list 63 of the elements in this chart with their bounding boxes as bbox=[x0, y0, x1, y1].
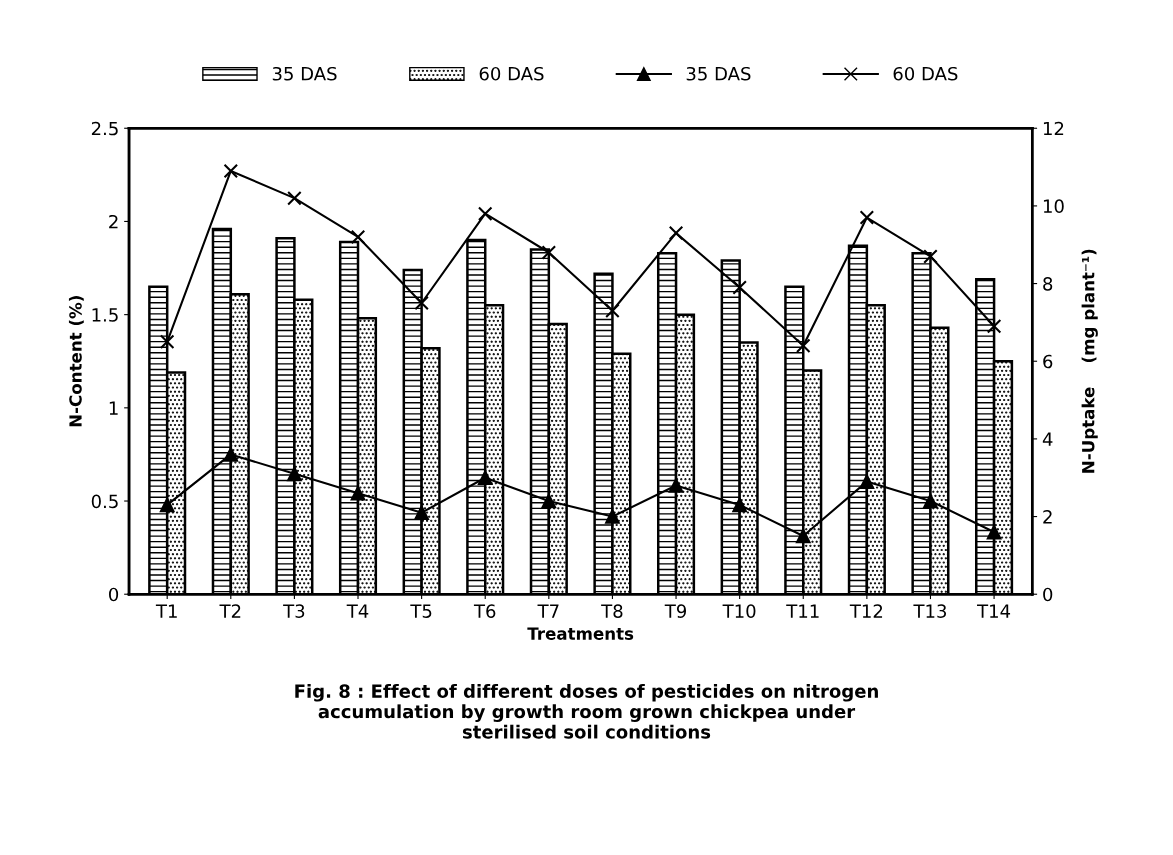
point bbox=[223, 163, 239, 179]
y-tick-label: 2 bbox=[109, 214, 118, 229]
point bbox=[859, 210, 875, 225]
point bbox=[668, 478, 684, 493]
x-tick-label: T7 bbox=[537, 604, 559, 618]
y-tick-label: 2.5 bbox=[91, 121, 118, 136]
point bbox=[350, 485, 366, 501]
point bbox=[859, 474, 875, 489]
legend-label: 35 DAS bbox=[686, 66, 751, 81]
x-tick-label: T9 bbox=[664, 604, 687, 618]
point bbox=[414, 295, 429, 311]
x-tick-label: T8 bbox=[601, 604, 623, 618]
point bbox=[477, 470, 493, 486]
point bbox=[541, 245, 557, 260]
y-tick-label: 1.5 bbox=[92, 308, 118, 322]
y2-tick-label: 0 bbox=[1043, 587, 1053, 602]
x-axis-title: Treatments bbox=[527, 627, 634, 640]
x-tick-label: T14 bbox=[977, 604, 1011, 618]
point bbox=[159, 334, 175, 350]
point bbox=[795, 528, 811, 544]
y-tick-label: 0.5 bbox=[91, 494, 118, 509]
point bbox=[923, 493, 938, 509]
point bbox=[541, 493, 557, 509]
legend-label: 35 DAS bbox=[272, 66, 337, 81]
x-tick-label: T4 bbox=[346, 604, 369, 618]
point bbox=[668, 225, 684, 241]
y2-tick-label: 2 bbox=[1043, 510, 1052, 524]
x-tick-label: T3 bbox=[283, 604, 305, 618]
point bbox=[414, 505, 429, 520]
legend-label: 60 DAS bbox=[479, 66, 544, 81]
x-tick-label: T1 bbox=[155, 604, 177, 618]
x-tick-label: T11 bbox=[786, 604, 819, 618]
point bbox=[287, 190, 302, 206]
y2-tick-label: 8 bbox=[1043, 277, 1053, 291]
x-tick-label: T6 bbox=[473, 604, 496, 618]
x-tick-label: T10 bbox=[722, 604, 756, 618]
point bbox=[923, 249, 938, 264]
y2-tick-label: 12 bbox=[1043, 121, 1064, 136]
point bbox=[732, 280, 747, 295]
point bbox=[350, 229, 366, 245]
x-tick-label: T13 bbox=[913, 604, 947, 618]
point bbox=[986, 524, 1002, 540]
x-tick-label: T12 bbox=[849, 604, 883, 618]
point bbox=[287, 466, 302, 482]
y2-axis-title: N-Uptake (mg plant⁻¹) bbox=[1081, 249, 1098, 473]
point bbox=[605, 509, 620, 524]
caption: Fig. 8 : Effect of different doses of pesticides on nitrogen accumulation by growth room grown chickpea under sterilised soil conditions bbox=[295, 684, 878, 739]
y2-tick-label: 4 bbox=[1042, 432, 1053, 446]
point bbox=[477, 206, 493, 221]
point bbox=[795, 338, 811, 353]
point bbox=[223, 447, 239, 462]
point bbox=[605, 303, 620, 319]
point bbox=[732, 497, 747, 513]
x-tick-label: T5 bbox=[410, 604, 432, 618]
x-tick-label: T2 bbox=[219, 604, 241, 618]
point bbox=[986, 319, 1002, 334]
point bbox=[159, 497, 175, 513]
y-tick-label: 0 bbox=[109, 587, 119, 602]
y2-tick-label: 10 bbox=[1043, 199, 1064, 214]
y-axis-title: N-Content (%) bbox=[68, 296, 84, 427]
y-tick-label: 1 bbox=[109, 401, 118, 415]
legend-label: 60 DAS bbox=[893, 66, 958, 81]
y2-tick-label: 6 bbox=[1043, 354, 1053, 369]
